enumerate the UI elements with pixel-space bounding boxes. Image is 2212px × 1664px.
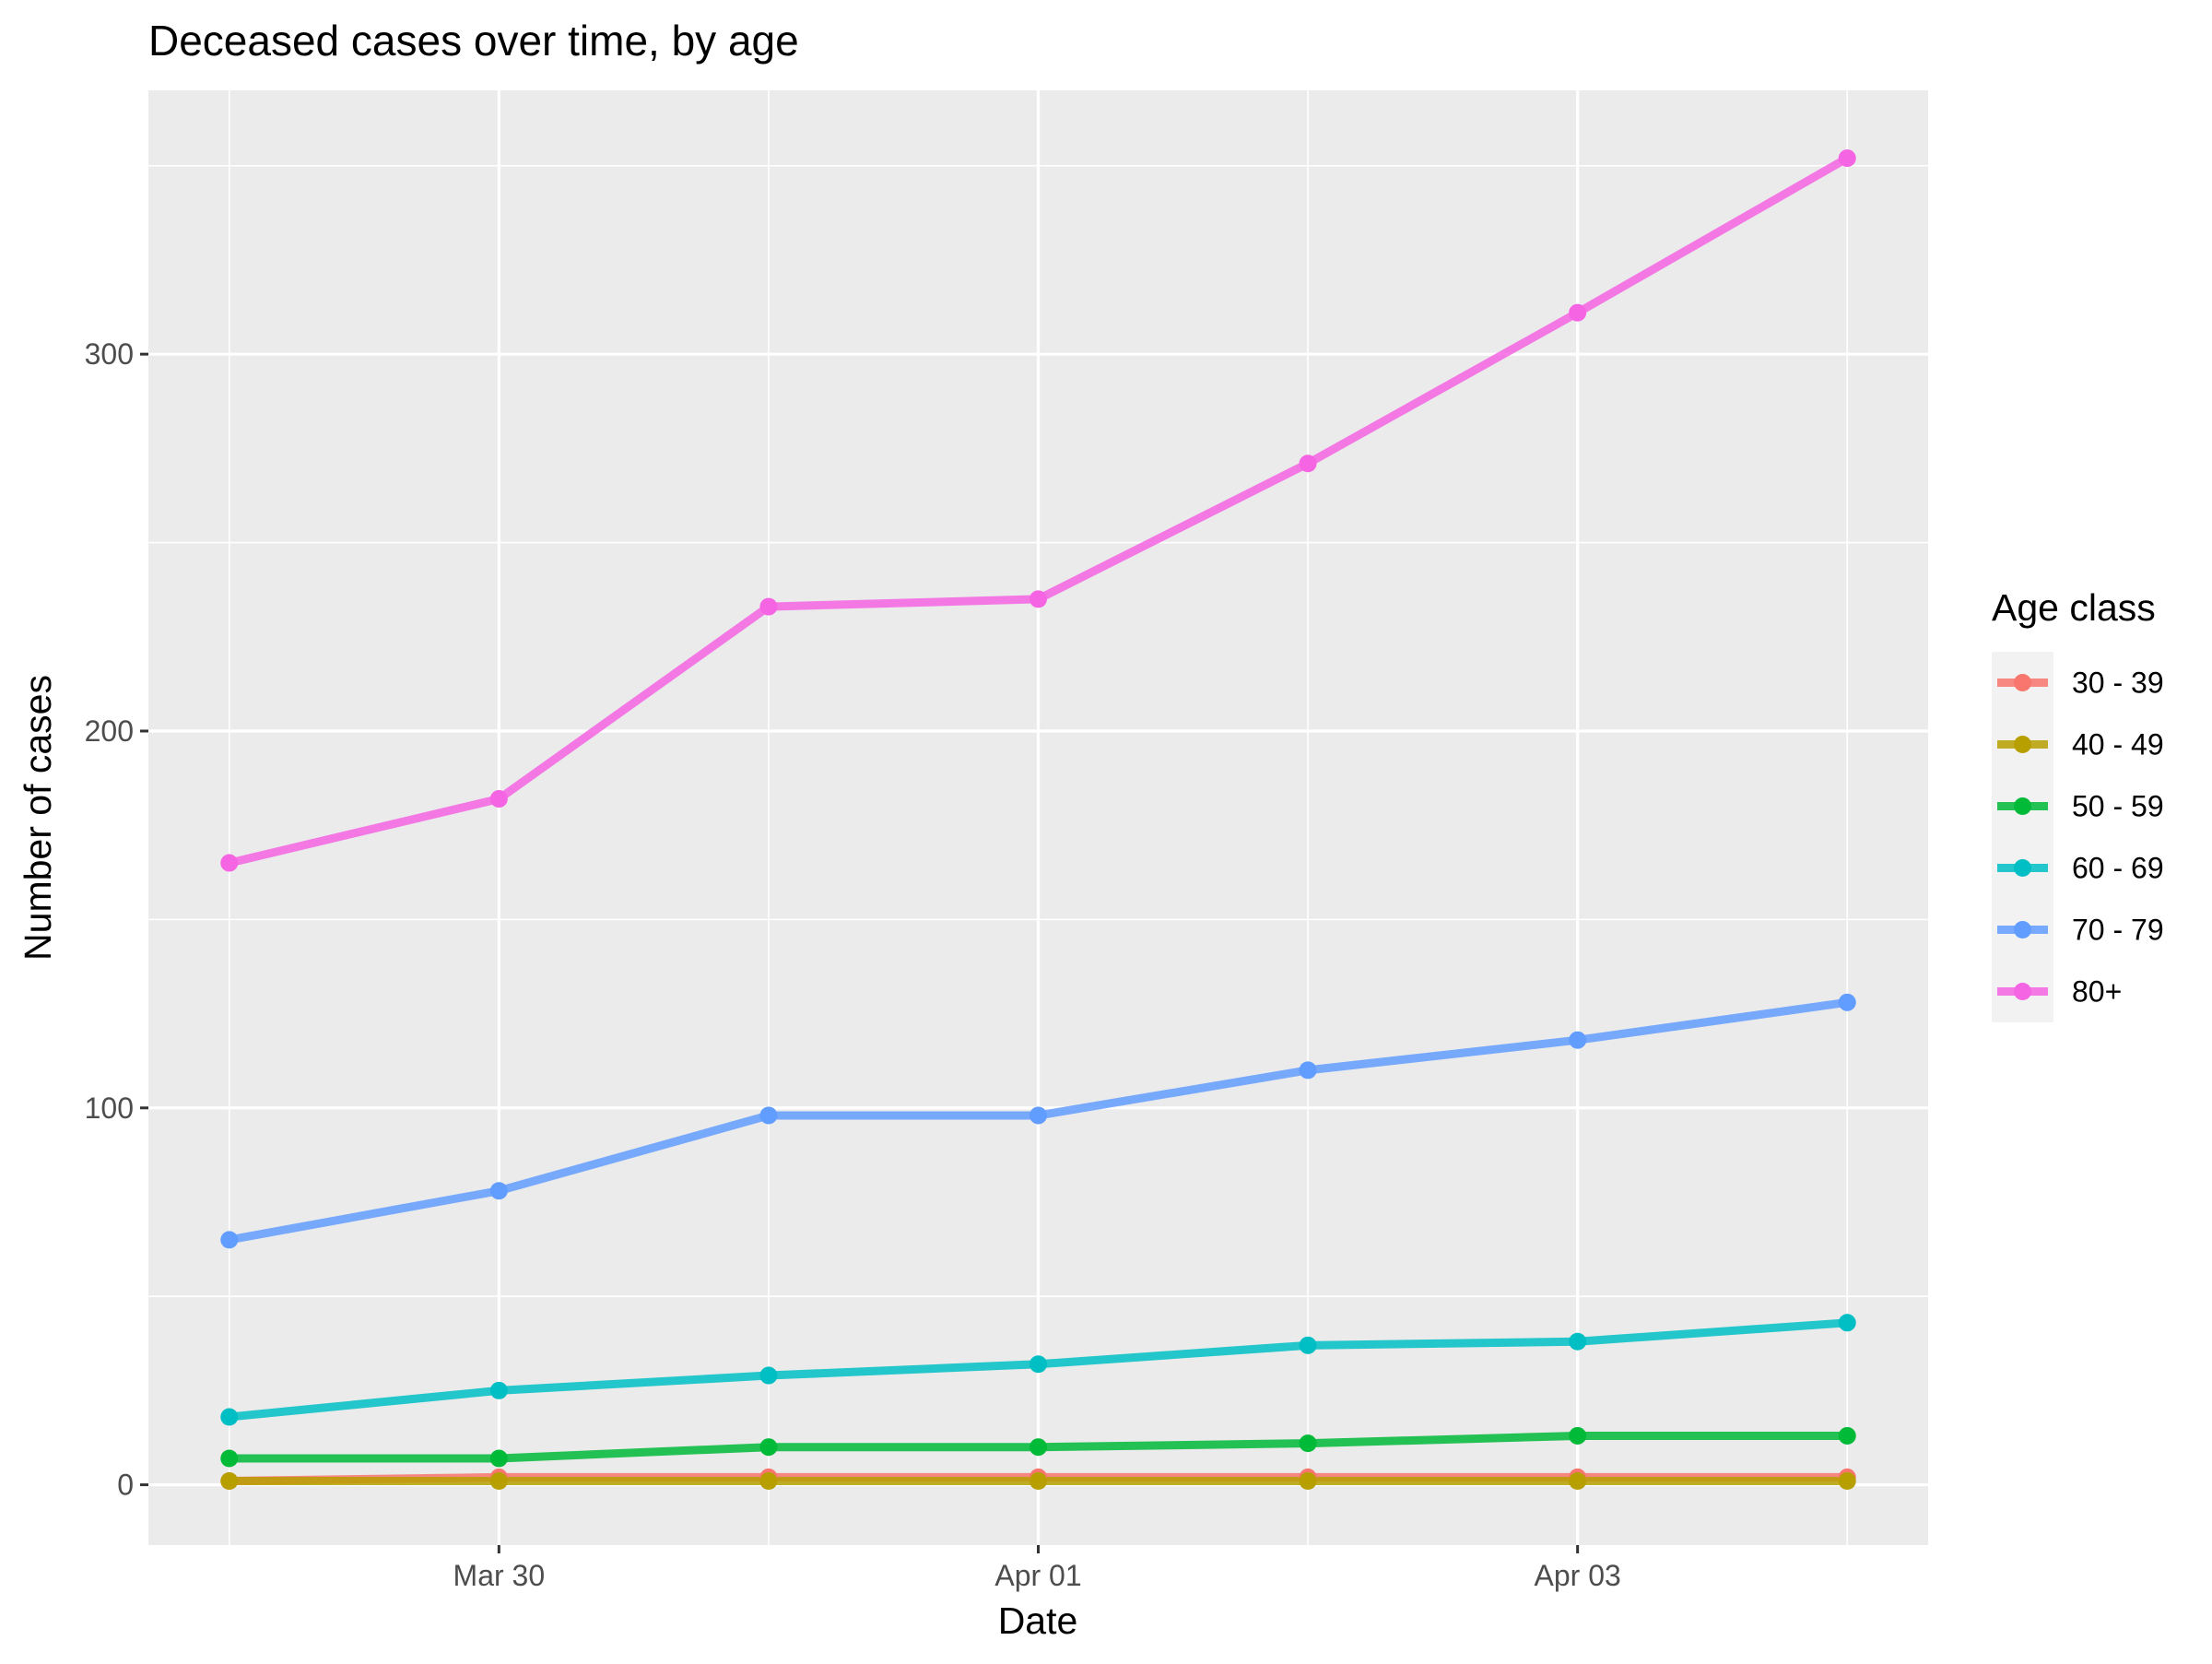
legend-label: 40 - 49 [2072,728,2164,761]
data-point [1299,1061,1317,1080]
legend-key-point [2014,736,2031,753]
data-point [489,1472,508,1491]
data-point [1569,1472,1587,1491]
data-point [1838,1314,1856,1332]
legend-key-background [1992,652,2053,1022]
legend-title: Age class [1992,586,2156,629]
x-axis: Mar 30 Apr 01 Apr 03 [453,1545,1621,1592]
legend-key-point [2014,797,2031,815]
data-point [1299,1472,1317,1491]
y-axis: 0 100 200 300 [85,337,148,1502]
data-point [489,1381,508,1399]
data-point [1030,1472,1047,1491]
legend-key-point [2014,983,2031,1000]
x-tick-label: Apr 03 [1535,1559,1621,1592]
data-point [1838,149,1856,168]
data-point [489,1449,508,1468]
data-point [1030,1106,1047,1125]
data-point [220,1408,239,1426]
y-tick-label: 200 [85,714,134,748]
legend-label: 50 - 59 [2072,790,2164,823]
legend-key-point [2014,921,2031,938]
data-point [1299,1336,1317,1354]
legend-label: 60 - 69 [2072,852,2164,885]
series-points [220,149,1856,1491]
data-point [1838,1472,1856,1491]
data-point [220,1472,239,1491]
data-point [220,1231,239,1249]
data-point [220,854,239,872]
x-tick-label: Mar 30 [453,1559,546,1592]
legend: Age class 30 - 39 40 - 49 50 - 59 60 - 69 70… [1992,586,2164,1022]
x-axis-title: Date [998,1599,1078,1642]
y-axis-title: Number of cases [17,675,59,961]
data-point [759,1472,778,1491]
y-tick-label: 100 [85,1092,134,1125]
data-point [1838,1426,1856,1445]
data-point [489,1182,508,1200]
data-point [1569,1426,1587,1445]
data-point [1569,303,1587,322]
data-point [1030,1355,1047,1374]
legend-label: 30 - 39 [2072,667,2164,700]
data-point [1569,1031,1587,1049]
data-point [1838,993,1856,1011]
data-point [759,1366,778,1385]
legend-key-point [2014,859,2031,877]
data-point [759,597,778,616]
data-point [1299,1434,1317,1453]
data-point [220,1449,239,1468]
legend-items: 30 - 39 40 - 49 50 - 59 60 - 69 70 - 79 80+ [1992,652,2164,1022]
minor-gridlines-x [228,90,1849,1545]
data-point [1030,1438,1047,1457]
chart-title: Deceased cases over time, by age [148,17,799,65]
data-point [1030,590,1047,608]
y-tick-label: 0 [117,1469,134,1502]
legend-label: 80+ [2072,975,2122,1009]
x-tick-label: Apr 01 [994,1559,1081,1592]
data-point [1299,454,1317,473]
major-gridlines-x [497,90,1580,1545]
data-point [489,790,508,808]
data-point [759,1438,778,1457]
legend-label: 70 - 79 [2072,914,2164,947]
data-point [1569,1332,1587,1351]
y-tick-label: 300 [85,337,134,371]
data-point [759,1106,778,1125]
legend-key-point [2014,674,2031,691]
